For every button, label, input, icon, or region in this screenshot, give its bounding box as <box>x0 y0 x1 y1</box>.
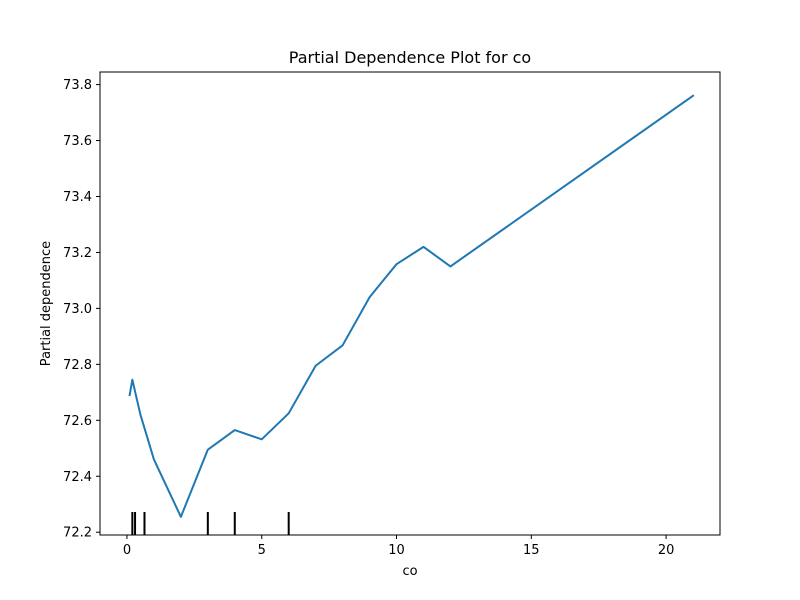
y-tick-label: 73.2 <box>63 246 92 261</box>
plot-area-frame <box>99 71 721 536</box>
x-tick-label: 10 <box>388 543 405 558</box>
chart-title: Partial Dependence Plot for co <box>289 48 531 67</box>
x-axis-ticks: 0 5 10 15 20 <box>123 535 675 558</box>
rug-marks <box>131 512 290 535</box>
x-tick-label: 5 <box>258 543 266 558</box>
x-tick-label: 15 <box>523 543 540 558</box>
y-axis-ticks: 72.2 72.4 72.6 72.8 73.0 73.2 73.4 73.6 73.8 <box>63 78 100 541</box>
x-tick-label: 20 <box>658 543 675 558</box>
y-tick-label: 73.8 <box>63 78 92 93</box>
series-line <box>128 94 695 518</box>
x-axis-label: co <box>402 564 417 579</box>
x-tick-label: 0 <box>123 543 131 558</box>
y-tick-label: 72.8 <box>63 358 92 373</box>
y-tick-label: 72.4 <box>63 470 92 485</box>
y-axis-label: Partial dependence <box>39 241 54 366</box>
series-lines <box>128 94 695 518</box>
y-tick-label: 72.6 <box>63 414 92 429</box>
y-tick-label: 72.2 <box>63 526 92 541</box>
y-tick-label: 73.0 <box>63 302 92 317</box>
y-tick-label: 73.4 <box>63 190 92 205</box>
y-tick-label: 73.6 <box>63 134 92 149</box>
